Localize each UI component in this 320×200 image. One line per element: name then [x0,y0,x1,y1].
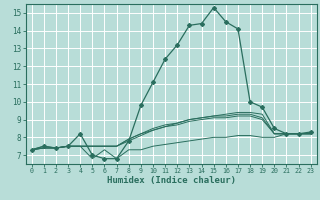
X-axis label: Humidex (Indice chaleur): Humidex (Indice chaleur) [107,176,236,185]
